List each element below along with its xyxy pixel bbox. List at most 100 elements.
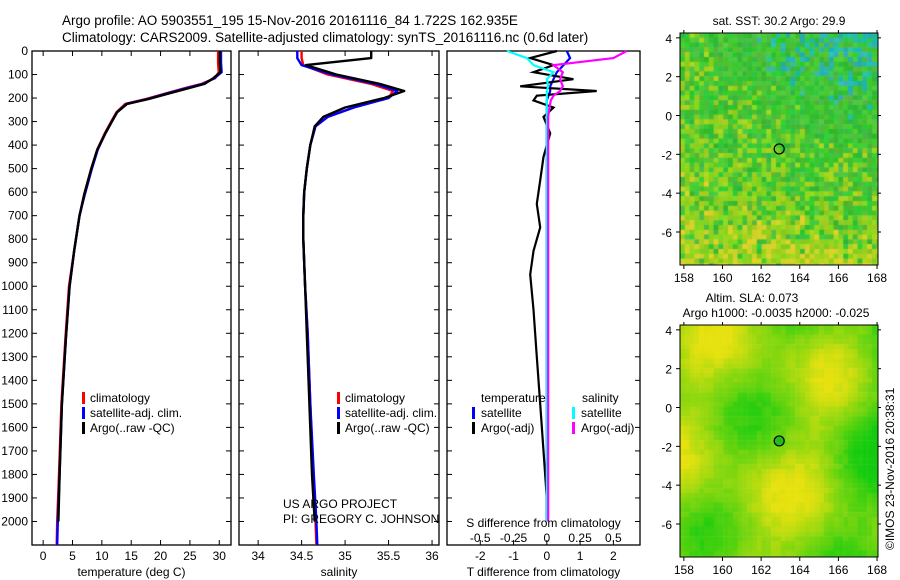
lon-tick-label: 168 [867, 271, 887, 285]
satellite-legend-swatch [82, 407, 85, 419]
s-satellite-diff-legend-swatch [572, 407, 575, 419]
legend-salinity-header: salinity [582, 391, 619, 405]
depth-tick-label: 1200 [1, 326, 28, 340]
s-argo-diff-legend-swatch [572, 422, 575, 434]
s-satellite-diff-legend-label: satellite [581, 406, 622, 420]
lat-tick-label: -2 [661, 440, 672, 454]
lon-tick-label: 162 [751, 271, 771, 285]
depth-tick-label: 1100 [2, 303, 28, 317]
t-argo-diff-legend-label: Argo(-adj) [481, 421, 534, 435]
x-axis-label: temperature (deg C) [77, 565, 185, 579]
figure-title-line2: Climatology: CARS2009. Satellite-adjuste… [62, 30, 589, 45]
lat-tick-label: -2 [661, 148, 672, 162]
climatology-legend-swatch [337, 392, 340, 404]
t-diff-tick-label: 2 [610, 549, 617, 563]
depth-tick-label: 1000 [1, 279, 28, 293]
s-diff-axis-label: S difference from climatology [466, 516, 621, 530]
t-diff-tick-label: 1 [577, 549, 584, 563]
lat-tick-label: 0 [665, 402, 672, 416]
s-diff-tick-label: -0.5 [470, 531, 491, 545]
s-diff-tick-label: -0.25 [500, 531, 528, 545]
climatology-legend-swatch [82, 392, 85, 404]
lon-tick-label: 158 [674, 563, 694, 577]
argo-legend-label: Argo(..raw -QC) [345, 421, 430, 435]
t-diff-tick-label: -2 [475, 549, 486, 563]
depth-tick-label: 1400 [1, 373, 28, 387]
argo-line [57, 51, 222, 522]
lat-tick-label: -4 [661, 187, 672, 201]
lon-tick-label: 164 [790, 271, 810, 285]
t-diff-tick-label: 0 [543, 549, 550, 563]
x-tick-label: 36 [425, 549, 439, 563]
t-satellite-diff-legend-label: satellite [481, 406, 522, 420]
climatology-line [55, 51, 220, 546]
lon-tick-label: 160 [712, 563, 732, 577]
x-tick-label: 30 [213, 549, 227, 563]
satellite-legend-swatch [337, 407, 340, 419]
depth-tick-label: 1500 [1, 397, 28, 411]
depth-tick-label: 100 [8, 68, 28, 82]
lon-tick-label: 162 [751, 563, 771, 577]
argo-legend-swatch [82, 422, 85, 434]
depth-tick-label: 1600 [1, 420, 28, 434]
depth-tick-label: 800 [8, 232, 28, 246]
argo-legend-label: Argo(..raw -QC) [90, 421, 175, 435]
lon-tick-label: 166 [828, 563, 848, 577]
lon-tick-label: 168 [867, 563, 887, 577]
climatology-legend-label: climatology [90, 391, 150, 405]
satellite-legend-label: satellite-adj. clim. [90, 406, 182, 420]
lat-tick-label: -4 [661, 479, 672, 493]
depth-tick-label: 1900 [1, 491, 28, 505]
sla-map-title: Altim. SLA: 0.073 [706, 291, 799, 305]
x-tick-label: 35 [338, 549, 352, 563]
x-tick-label: 15 [125, 549, 139, 563]
map-frame [679, 324, 879, 558]
climatology-legend-label: climatology [345, 391, 405, 405]
x-tick-label: 10 [95, 549, 109, 563]
s-diff-tick-label: 0.25 [568, 531, 592, 545]
lon-tick-label: 164 [790, 563, 810, 577]
s-argo-diff-line [547, 50, 628, 522]
s-argo-diff-legend-label: Argo(-adj) [581, 421, 634, 435]
argo-float-marker [773, 435, 785, 447]
depth-tick-label: 1800 [1, 467, 28, 481]
x-tick-label: 34.5 [290, 549, 314, 563]
t-argo-diff-legend-swatch [472, 422, 475, 434]
legend-temperature-header: temperature [481, 391, 546, 405]
t-satellite-diff-legend-swatch [472, 407, 475, 419]
temperature-panel: 0 5 10 15 20 25 300100200300400500600700800900… [1, 44, 232, 579]
t-diff-tick-label: -1 [508, 549, 519, 563]
s-satellite-diff-line [506, 49, 556, 522]
sla-map-subtitle: Argo h1000: -0.0035 h2000: -0.025 [683, 306, 870, 320]
depth-tick-label: 200 [8, 91, 28, 105]
depth-tick-label: 500 [8, 162, 28, 176]
pi-credit: PI: GREGORY C. JOHNSON [283, 512, 439, 526]
t-argo-diff-line [520, 49, 597, 522]
t-diff-axis-label: T difference from climatology [467, 565, 621, 579]
figure-title-line1: Argo profile: AO 5903551_195 15-Nov-2016… [62, 13, 518, 28]
lat-tick-label: 4 [665, 324, 672, 338]
sst-map-title: sat. SST: 30.2 Argo: 29.9 [713, 14, 846, 28]
depth-tick-label: 700 [8, 209, 28, 223]
sla-map-panel: 158 160 162 164 166 168 4 2 0 -2 -4 -6 [661, 322, 887, 577]
lat-tick-label: 0 [665, 110, 672, 124]
s-diff-tick-label: 0 [543, 531, 550, 545]
depth-tick-label: 2000 [1, 514, 28, 528]
project-credit: US ARGO PROJECT [283, 497, 398, 511]
sst-map-panel: 158 160 162 164 166 168 4 2 0 -2 -4 -6 [661, 30, 887, 285]
x-tick-label: 35.5 [377, 549, 401, 563]
argo-line [302, 51, 406, 522]
lon-tick-label: 166 [828, 271, 848, 285]
x-axis-label: salinity [321, 565, 358, 579]
salinity-panel: 34 34.5 35 35.5 36 salinity climatologysatelli… [238, 50, 440, 579]
plot-frame [31, 50, 232, 546]
depth-tick-label: 1700 [1, 444, 28, 458]
depth-tick-label: 900 [8, 256, 28, 270]
lon-tick-label: 158 [674, 271, 694, 285]
x-tick-label: 34 [251, 549, 265, 563]
plot-frame [446, 50, 641, 546]
depth-tick-label: 600 [8, 185, 28, 199]
plot-frame [238, 50, 440, 546]
imos-credit: ©IMOS 23-Nov-2016 20:38:31 [883, 387, 897, 550]
